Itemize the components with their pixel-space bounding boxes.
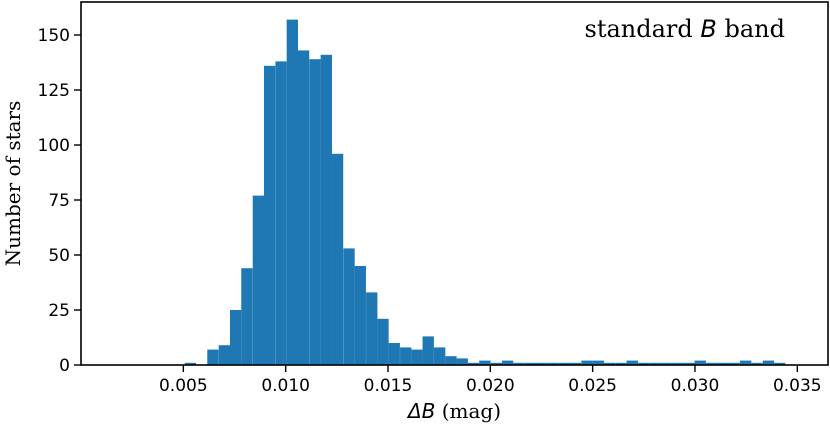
histogram-bar (184, 362, 197, 365)
histogram-bar (569, 362, 582, 365)
y-tick-label: 125 (38, 81, 70, 101)
histogram-bar (309, 59, 321, 365)
histogram-bar (388, 343, 400, 365)
histogram-bar (434, 347, 446, 365)
annotation-suffix: band (717, 15, 785, 43)
histogram-bar (331, 153, 344, 365)
y-tick-label: 0 (59, 356, 70, 376)
plot-frame (80, 1, 829, 366)
histogram-bar (501, 360, 514, 365)
histogram-bar (354, 266, 366, 365)
histogram-bar (683, 362, 695, 365)
histogram-bar (456, 358, 468, 365)
histogram-bar (547, 362, 559, 365)
annotation-prefix: standard (585, 15, 701, 43)
y-tick-label: 25 (48, 301, 70, 321)
histogram-bar (762, 360, 775, 365)
histogram-bar (524, 362, 537, 365)
histogram-bars (184, 19, 786, 366)
histogram-bar (603, 362, 616, 365)
histogram-bar (411, 349, 423, 365)
histogram-bar (366, 292, 378, 365)
histogram-bar (694, 360, 706, 365)
histogram-bar (592, 360, 604, 365)
x-tick-label: 0.030 (671, 376, 720, 396)
histogram-bar (751, 362, 763, 365)
histogram-bar (207, 349, 219, 365)
histogram-bar (400, 347, 412, 365)
x-axis-label-unit: (mag) (435, 399, 501, 423)
x-tick-label: 0.005 (159, 376, 208, 396)
y-tick-label: 75 (48, 191, 70, 211)
histogram-bar (422, 336, 434, 365)
histogram-bar (275, 61, 287, 366)
histogram-bar (626, 360, 638, 365)
histogram-bar (728, 362, 740, 365)
x-tick-label: 0.035 (773, 376, 822, 396)
x-tick-label: 0.025 (568, 376, 617, 396)
annotation-band-letter: B (700, 15, 716, 43)
histogram-bar (535, 362, 548, 365)
y-tick-label: 150 (38, 26, 70, 46)
histogram-bar (740, 360, 752, 365)
histogram-bar (717, 362, 729, 365)
x-tick-label: 0.020 (466, 376, 515, 396)
y-tick-label: 100 (38, 136, 70, 156)
histogram-bar (615, 362, 627, 365)
y-tick-label: 50 (48, 246, 70, 266)
histogram-bar (445, 356, 457, 365)
histogram-bar (706, 362, 718, 365)
histogram-bar (252, 195, 265, 365)
histogram-bar (672, 362, 684, 365)
histogram-bar (229, 310, 242, 365)
y-axis-label: Number of stars (1, 101, 25, 267)
histogram-bar (218, 345, 231, 365)
histogram-bar (286, 19, 298, 365)
y-axis-ticks: 0 25 50 75 100 125 150 (38, 26, 81, 376)
histogram-bar (649, 362, 661, 365)
histogram-bar (320, 54, 332, 366)
histogram-bar (468, 362, 480, 365)
histogram-bar (490, 362, 503, 365)
histogram-bar (558, 362, 570, 365)
histogram-bar (581, 360, 593, 365)
histogram-bar (241, 268, 253, 365)
histogram-bar (297, 50, 310, 366)
histogram-bar (637, 362, 650, 365)
histogram-bar (660, 362, 672, 365)
x-tick-label: 0.010 (261, 376, 310, 396)
x-axis-label: ΔB (mag) (406, 399, 501, 423)
histogram-bar (263, 65, 276, 366)
x-tick-label: 0.015 (364, 376, 413, 396)
x-axis-ticks: 0.005 0.010 0.015 0.020 0.025 0.030 0.035 (159, 365, 822, 396)
histogram-bar (377, 318, 389, 365)
x-axis-label-symbol: ΔB (406, 399, 435, 423)
band-annotation: standard B band (585, 15, 785, 43)
histogram-bar (513, 362, 525, 365)
histogram-bar (343, 248, 355, 365)
histogram-bar (773, 362, 786, 365)
histogram-bar (479, 360, 491, 365)
